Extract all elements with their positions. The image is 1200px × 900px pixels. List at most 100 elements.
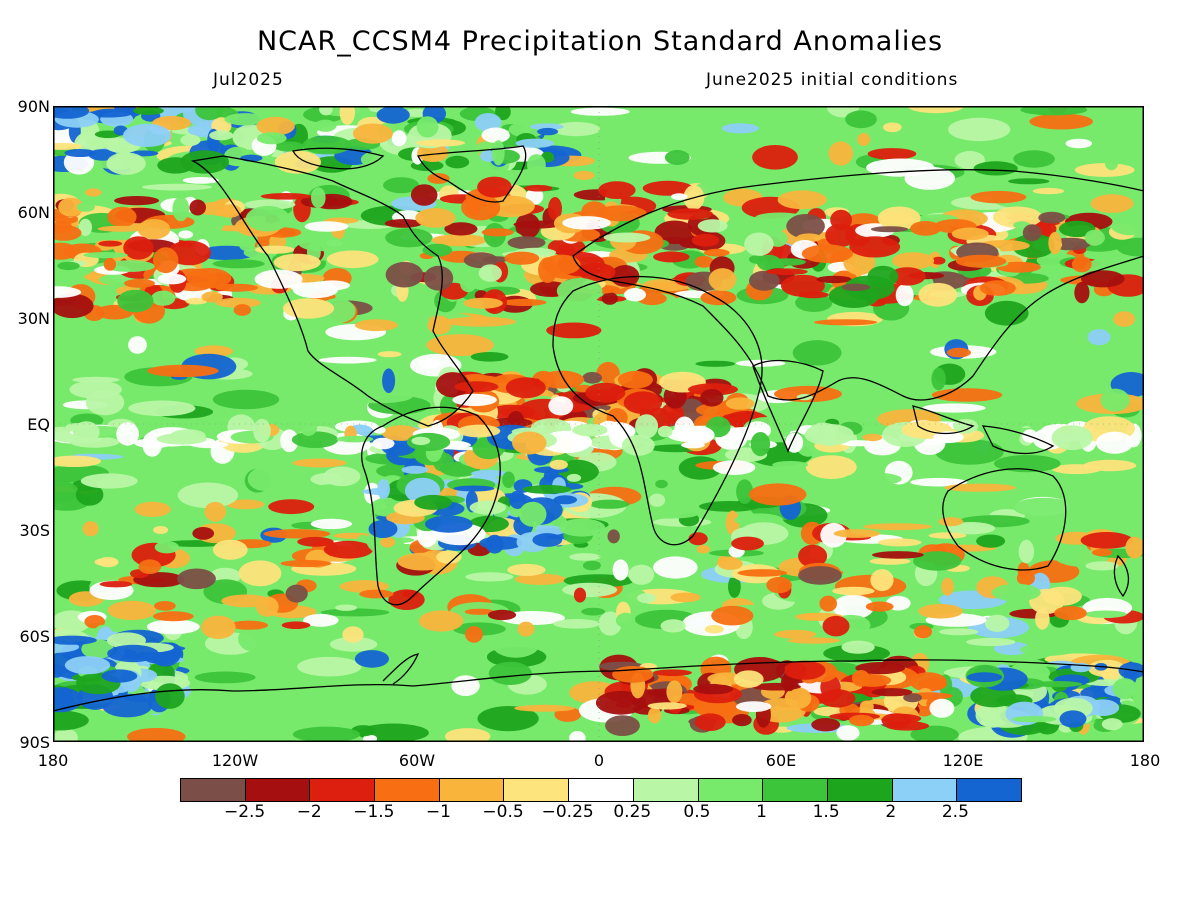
anomaly-patch (481, 228, 514, 237)
anomaly-patch (1111, 217, 1144, 236)
anomaly-patch (857, 133, 871, 146)
anomaly-patch (973, 161, 1018, 176)
anomaly-patch (103, 257, 117, 271)
graticule (53, 106, 1144, 742)
anomaly-patch (601, 292, 618, 305)
anomaly-patch (517, 621, 535, 637)
anomaly-patch (816, 275, 852, 284)
anomaly-patch (254, 269, 303, 289)
colorbar-label: 2.5 (941, 802, 969, 822)
anomaly-patch (853, 674, 892, 687)
anomaly-patch (992, 206, 1043, 228)
anomaly-patch (1074, 163, 1135, 177)
lat-label-60n: 60N (17, 203, 50, 222)
anomaly-patch (637, 593, 656, 604)
anomaly-patch (938, 628, 979, 636)
anomaly-patch (320, 608, 390, 617)
anomaly-patch (711, 605, 754, 626)
colorbar-label: 2 (885, 802, 897, 822)
lon-label-0: 0 (593, 751, 605, 770)
anomaly-patch (180, 134, 201, 146)
anomaly-patch (256, 116, 295, 136)
anomaly-patch (285, 584, 308, 603)
anomaly-patch (910, 725, 959, 742)
anomaly-patch (749, 483, 807, 506)
anomaly-patch (941, 653, 1009, 666)
anomaly-patch (744, 232, 774, 256)
anomaly-patch (172, 196, 190, 222)
anomaly-patch (895, 284, 914, 307)
anomaly-patch (903, 693, 922, 703)
anomaly-patch (918, 282, 958, 307)
valid-month: Jul2025 (213, 70, 284, 90)
anomaly-patch (415, 139, 466, 147)
anomaly-patch (859, 700, 874, 713)
lat-label-eq: EQ (27, 415, 50, 434)
anomaly-patch (605, 304, 663, 326)
anomaly-patch (444, 316, 517, 327)
anomaly-patch (180, 150, 229, 174)
anomaly-patch (625, 356, 674, 371)
anomaly-patch (594, 205, 647, 222)
anomaly-patch (376, 464, 412, 478)
anomaly-patch (177, 482, 239, 509)
anomaly-patch (774, 629, 817, 639)
map-frame (53, 106, 1144, 742)
anomaly-patch (862, 433, 883, 442)
anomaly-patch (186, 268, 232, 289)
anomaly-patch (944, 483, 1016, 492)
anomaly-patch (617, 550, 661, 562)
anomaly-patch (423, 265, 454, 291)
anomaly-patch (342, 626, 364, 643)
anomaly-patch (404, 108, 428, 117)
anomaly-patch (64, 149, 96, 157)
anomaly-patch (377, 351, 402, 358)
anomaly-patch (53, 635, 97, 645)
anomaly-patch (721, 123, 759, 134)
anomaly-patch (388, 589, 425, 610)
anomaly-patch (578, 262, 616, 282)
anomaly-patch (931, 388, 1003, 402)
anomaly-patch (418, 610, 464, 632)
coastlines (53, 145, 1144, 712)
colorbar-label: 0.5 (683, 802, 711, 822)
colorbar-swatch (310, 779, 376, 801)
anomaly-patch (302, 135, 352, 155)
anomaly-patch (820, 522, 847, 548)
anomaly-patch (725, 397, 755, 410)
anomaly-patch (1104, 156, 1119, 171)
colorbar (180, 778, 1022, 802)
anomaly-patch (774, 385, 842, 403)
lat-label-30n: 30N (17, 309, 50, 328)
anomaly-patch (996, 261, 1041, 273)
anomaly-patch (274, 141, 304, 152)
anomaly-patch (53, 225, 82, 241)
anomaly-patch (195, 106, 224, 121)
anomaly-patch (58, 197, 84, 217)
anomaly-patch (92, 534, 129, 557)
anomaly-patch (866, 158, 935, 177)
anomaly-patch (505, 377, 546, 399)
anomaly-patch (335, 604, 357, 611)
anomaly-patch (970, 190, 1027, 204)
anomaly-patch (159, 648, 176, 664)
anomaly-patch (53, 710, 89, 731)
anomaly-patch (537, 127, 559, 136)
anomaly-patch (581, 607, 606, 616)
anomaly-patch (215, 283, 258, 292)
anomaly-patch (704, 624, 724, 634)
anomaly-patch (546, 322, 602, 339)
anomaly-patch (479, 536, 523, 550)
colorbar-swatch (957, 779, 1021, 801)
anomaly-patch (436, 372, 470, 398)
anomaly-patch (1085, 561, 1119, 571)
anomaly-patch (427, 173, 450, 184)
anomaly-patch (832, 594, 874, 620)
anomaly-patch (489, 417, 533, 428)
anomaly-patch (292, 458, 347, 468)
anomaly-patch (918, 604, 963, 619)
anomaly-patch (81, 639, 114, 659)
anomaly-patch (221, 594, 271, 608)
lon-label-180e: 180 (1129, 751, 1161, 770)
anomaly-patch (828, 141, 854, 166)
